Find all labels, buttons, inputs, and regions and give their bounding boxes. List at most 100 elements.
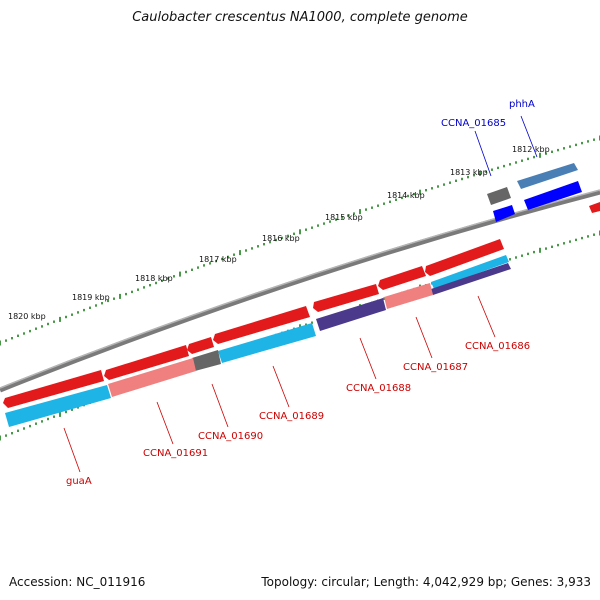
outer-scale-tick [59, 316, 61, 322]
scale-label-1812: 1812 kbp [512, 145, 550, 154]
inner-scale-tick [551, 245, 553, 248]
feature-CCNA_01686-upper[interactable] [425, 239, 504, 276]
gene-label-guaA[interactable]: guaA [66, 476, 92, 487]
inner-scale-tick [65, 410, 67, 414]
outer-scale-tick [593, 138, 595, 141]
outer-scale-tick [569, 145, 571, 148]
outer-scale-tick [395, 198, 397, 201]
gene-label-CCNA_01690[interactable]: CCNA_01690 [198, 431, 263, 442]
inner-scale-tick [593, 233, 595, 236]
inner-scale-tick [23, 427, 25, 430]
outer-scale-tick [125, 292, 127, 296]
outer-scale-tick [341, 216, 343, 219]
outer-scale-tick [491, 168, 493, 171]
feature-guaA-upper[interactable] [3, 370, 104, 408]
gene-label-CCNA_01686[interactable]: CCNA_01686 [465, 341, 530, 352]
feature-CCNA_01685[interactable] [487, 187, 515, 222]
outer-scale-tick [431, 187, 433, 190]
outer-scale-tick [473, 174, 475, 177]
outer-scale-tick [335, 218, 337, 221]
feature-CCNA_01690-lower[interactable] [192, 350, 221, 371]
outer-scale-tick [551, 150, 553, 153]
feature-partial-right[interactable] [589, 202, 600, 213]
feature-CCNA_01686-lower[interactable] [431, 255, 509, 289]
outer-scale-tick [479, 170, 481, 176]
gene-label-CCNA_01689[interactable]: CCNA_01689 [259, 411, 324, 422]
outer-scale-tick [0, 340, 1, 346]
outer-scale-tick [35, 327, 37, 330]
inner-scale-tick [383, 297, 385, 300]
outer-scale-tick [149, 284, 151, 287]
feature-CCNA_01689-lower[interactable] [218, 323, 316, 363]
feature-CCNA_01686-lower-b[interactable] [431, 263, 511, 295]
feature-CCNA_01688-upper[interactable] [313, 284, 379, 312]
outer-scale-tick [239, 250, 241, 256]
inner-scale-tick [509, 258, 511, 261]
gene-label-CCNA_01691[interactable]: CCNA_01691 [143, 448, 208, 459]
scale-label-1820: 1820 kbp [8, 312, 46, 321]
inner-scale-tick [575, 238, 577, 242]
inner-scale-tick [533, 250, 535, 254]
topology-summary-text: Topology: circular; Length: 4,042,929 bp… [261, 575, 591, 589]
outer-scale-tick [485, 170, 487, 173]
outer-scale-tick [95, 304, 97, 307]
scale-labels: 1812 kbp 1813 kbp 1814 kbp 1815 kbp 1816… [8, 145, 550, 321]
inner-scale-tick [17, 429, 19, 432]
outer-scale-tick [113, 297, 115, 300]
feature-CCNA_01690-upper[interactable] [187, 337, 214, 354]
outer-scale-tick [563, 147, 565, 150]
feature-phhA[interactable] [517, 163, 582, 210]
outer-scale-tick [365, 208, 367, 211]
outer-scale-tick [587, 140, 589, 143]
feature-guaA-lower[interactable] [5, 385, 111, 427]
outer-scale-tick [443, 183, 445, 186]
outer-scale-tick [251, 247, 253, 250]
inner-scale-tick [527, 252, 529, 256]
inner-scale-tick [563, 242, 565, 245]
feature-CCNA_01691-lower[interactable] [108, 358, 196, 397]
outer-scale-tick [317, 224, 319, 227]
inner-scale-tick [11, 432, 13, 435]
outer-scale-tick [371, 206, 373, 209]
inner-scale-tick [71, 408, 73, 411]
outer-scale-tick [257, 245, 259, 248]
outer-scale-tick [71, 313, 73, 316]
gene-label-CCNA_01688[interactable]: CCNA_01688 [346, 383, 411, 394]
outer-scale-tick [209, 262, 211, 265]
outer-scale-tick [83, 308, 85, 312]
outer-scale-tick [383, 202, 385, 205]
inner-scale-tick [569, 240, 571, 243]
reverse-strand-row-upper [3, 239, 504, 408]
inner-scale-tick [0, 435, 1, 441]
reverse-gene-labels: CCNA_01686 CCNA_01687 CCNA_01688 CCNA_01… [63, 295, 530, 487]
outer-scale-tick [5, 339, 7, 342]
inner-scale-tick [515, 256, 517, 259]
feature-CCNA_01687-lower[interactable] [384, 283, 433, 309]
inner-scale-tick [5, 434, 7, 437]
outer-scale-tick [137, 288, 139, 291]
gene-label-phhA[interactable]: phhA [509, 99, 535, 110]
inner-scale-tick [557, 243, 559, 247]
outer-scale-tick [407, 194, 409, 198]
gene-label-CCNA_01687[interactable]: CCNA_01687 [403, 362, 468, 373]
inner-scale-tick [41, 420, 43, 423]
gene-label-CCNA_01685[interactable]: CCNA_01685 [441, 118, 506, 129]
scale-label-1817: 1817 kbp [199, 255, 237, 264]
scale-label-1813: 1813 kbp [450, 168, 488, 177]
feature-CCNA_01688-lower[interactable] [316, 298, 386, 331]
outer-scale-tick [23, 332, 25, 335]
accession-text: Accession: NC_011916 [9, 575, 146, 589]
outer-scale-tick [101, 302, 103, 305]
outer-scale-tick [119, 293, 121, 299]
outer-scale-tick [179, 271, 181, 277]
feature-CCNA_01691-upper[interactable] [104, 345, 189, 380]
outer-scale-tick [221, 257, 223, 261]
outer-scale-tick [161, 279, 163, 282]
feature-CCNA_01689-upper[interactable] [213, 306, 310, 344]
outer-scale-tick [17, 334, 19, 337]
outer-scale-tick [287, 234, 289, 238]
feature-CCNA_01687-upper[interactable] [378, 266, 426, 290]
outer-scale-tick [557, 148, 559, 152]
inner-scale-tick [77, 406, 79, 409]
